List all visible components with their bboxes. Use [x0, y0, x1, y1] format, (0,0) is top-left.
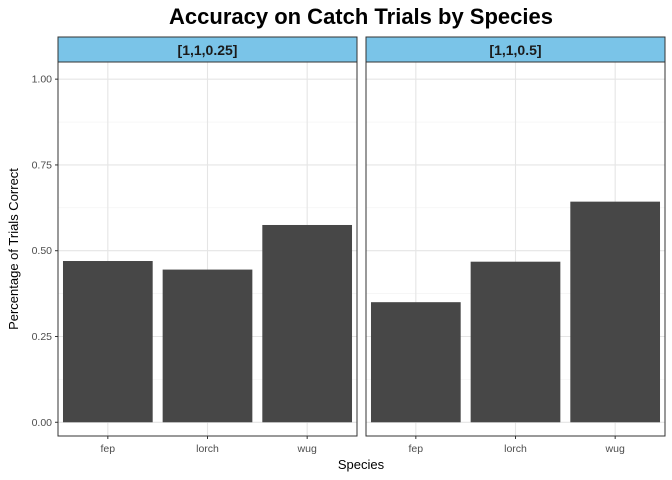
x-tick-label: lorch: [196, 443, 219, 455]
y-tick-label: 0.00: [32, 417, 53, 429]
y-axis-title: Percentage of Trials Correct: [6, 168, 21, 330]
bars-left: [62, 224, 353, 423]
bar-wug: [570, 201, 661, 423]
bar-fep: [370, 302, 461, 423]
bar-lorch: [162, 269, 253, 423]
x-tick-label: fep: [409, 443, 424, 455]
bar-wug: [262, 224, 353, 423]
x-tick-label: wug: [297, 443, 317, 455]
x-tick-label: wug: [605, 443, 625, 455]
bars-right: [370, 201, 661, 423]
x-axis-title: Species: [338, 457, 385, 472]
y-tick-label: 0.50: [32, 245, 53, 257]
facet-strip-label-left: [1,1,0.25]: [178, 42, 238, 58]
x-tick-label: lorch: [504, 443, 527, 455]
facet-strip-left: [57, 36, 358, 63]
facet-strip-label-right: [1,1,0.5]: [489, 42, 541, 58]
y-tick-label: 0.75: [32, 159, 53, 171]
facet-strip-right: [365, 36, 666, 63]
facet-panel-right: [1,1,0.5] fep lorch wug: [365, 36, 666, 455]
bar-fep: [62, 261, 153, 423]
facet-panel-left: [1,1,0.25] fep lorch wug: [57, 36, 358, 455]
y-tick-label: 1.00: [32, 74, 53, 86]
x-ticks-right: fep lorch wug: [409, 436, 625, 455]
x-ticks-left: fep lorch wug: [101, 436, 317, 455]
y-tick-label: 0.25: [32, 331, 53, 343]
y-axis-ticks: 0.00 0.25 0.50 0.75 1.00: [32, 74, 58, 429]
chart-title: Accuracy on Catch Trials by Species: [169, 4, 553, 29]
x-tick-label: fep: [101, 443, 116, 455]
bar-lorch: [470, 261, 561, 423]
